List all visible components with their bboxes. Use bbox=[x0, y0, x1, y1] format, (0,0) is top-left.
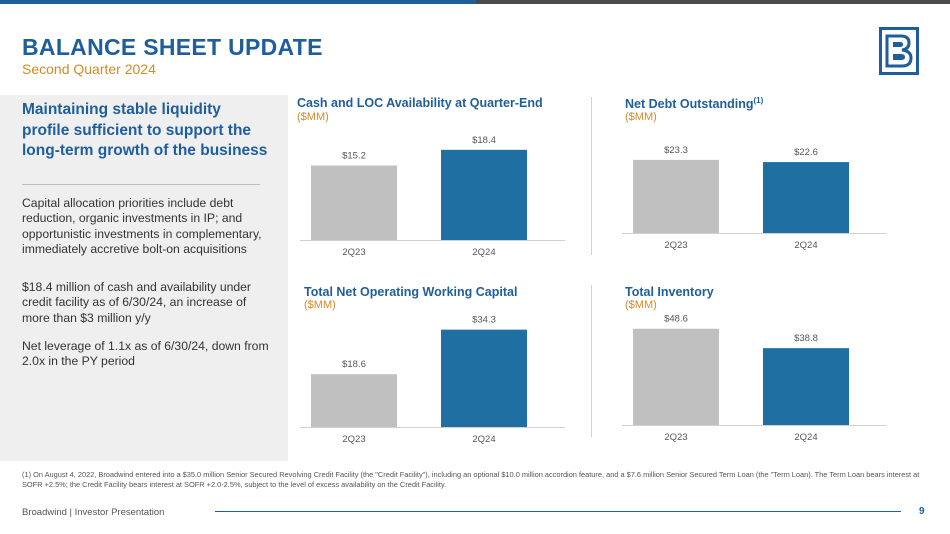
chart-net-debt-unit: ($MM) bbox=[625, 111, 657, 123]
top-accent-bar bbox=[0, 0, 476, 4]
data-label: $18.4 bbox=[472, 135, 496, 146]
top-accent-bar-grey bbox=[476, 0, 950, 4]
chart-working-capital-unit: ($MM) bbox=[304, 299, 336, 311]
footnote-marker: (1) bbox=[753, 96, 764, 105]
chart-divider-top bbox=[591, 97, 592, 255]
footer-label: Broadwind | Investor Presentation bbox=[22, 507, 165, 518]
bar-2q24 bbox=[763, 162, 849, 233]
bar-2q24 bbox=[441, 329, 527, 427]
x-tick-label: 2Q23 bbox=[664, 432, 687, 443]
chart-divider-bottom bbox=[591, 285, 592, 437]
bar-2q23 bbox=[633, 328, 719, 425]
chart-cash-loc: $15.2 2Q23 $18.4 2Q24 bbox=[300, 135, 565, 258]
summary-heading: Maintaining stable liquidity profile suf… bbox=[22, 101, 268, 159]
bar-2q23 bbox=[311, 374, 397, 427]
chart-inventory-unit: ($MM) bbox=[625, 299, 657, 311]
x-tick-label: 2Q24 bbox=[794, 240, 817, 251]
data-label: $38.8 bbox=[794, 333, 818, 344]
data-label: $22.6 bbox=[794, 147, 818, 158]
x-tick-label: 2Q23 bbox=[342, 247, 365, 258]
x-tick-label: 2Q24 bbox=[794, 432, 817, 443]
bar-2q23 bbox=[311, 165, 397, 240]
summary-paragraph-liquidity: $18.4 million of cash and availability u… bbox=[22, 280, 251, 325]
data-label: $15.2 bbox=[342, 151, 366, 162]
bar-2q24 bbox=[763, 348, 849, 425]
chart-inventory-title: Total Inventory bbox=[625, 285, 714, 299]
broadwind-logo-icon bbox=[879, 27, 919, 75]
summary-divider bbox=[22, 184, 260, 185]
x-tick-label: 2Q23 bbox=[342, 434, 365, 445]
footer-rule bbox=[215, 511, 901, 512]
page-title: BALANCE SHEET UPDATE bbox=[22, 34, 323, 60]
summary-paragraph-leverage: Net leverage of 1.1x as of 6/30/24, down… bbox=[22, 339, 269, 369]
data-label: $23.3 bbox=[664, 145, 688, 156]
bar-2q24 bbox=[441, 149, 527, 240]
chart-net-debt: $23.3 2Q23 $22.6 2Q24 bbox=[622, 145, 887, 251]
chart-working-capital-title: Total Net Operating Working Capital bbox=[304, 285, 518, 299]
page-number: 9 bbox=[919, 506, 925, 517]
chart-working-capital: $18.6 2Q23 $34.3 2Q24 bbox=[300, 315, 565, 445]
x-tick-label: 2Q24 bbox=[472, 247, 495, 258]
summary-paragraph-capital-allocation: Capital allocation priorities include de… bbox=[22, 196, 262, 256]
bar-2q23 bbox=[633, 159, 719, 233]
chart-cash-loc-title: Cash and LOC Availability at Quarter-End bbox=[297, 96, 543, 110]
page-subtitle: Second Quarter 2024 bbox=[22, 61, 156, 77]
x-tick-label: 2Q24 bbox=[472, 434, 495, 445]
x-tick-label: 2Q23 bbox=[664, 240, 687, 251]
data-label: $48.6 bbox=[664, 314, 688, 325]
footnote: (1) On August 4, 2022, Broadwind entered… bbox=[22, 470, 920, 489]
data-label: $34.3 bbox=[472, 315, 496, 326]
data-label: $18.6 bbox=[342, 359, 366, 370]
left-summary-panel bbox=[0, 95, 288, 461]
chart-inventory: $48.6 2Q23 $38.8 2Q24 bbox=[622, 314, 887, 443]
chart-net-debt-title: Net Debt Outstanding(1) bbox=[625, 96, 763, 111]
chart-cash-loc-unit: ($MM) bbox=[297, 111, 329, 123]
chart-net-debt-title-text: Net Debt Outstanding bbox=[625, 97, 754, 112]
